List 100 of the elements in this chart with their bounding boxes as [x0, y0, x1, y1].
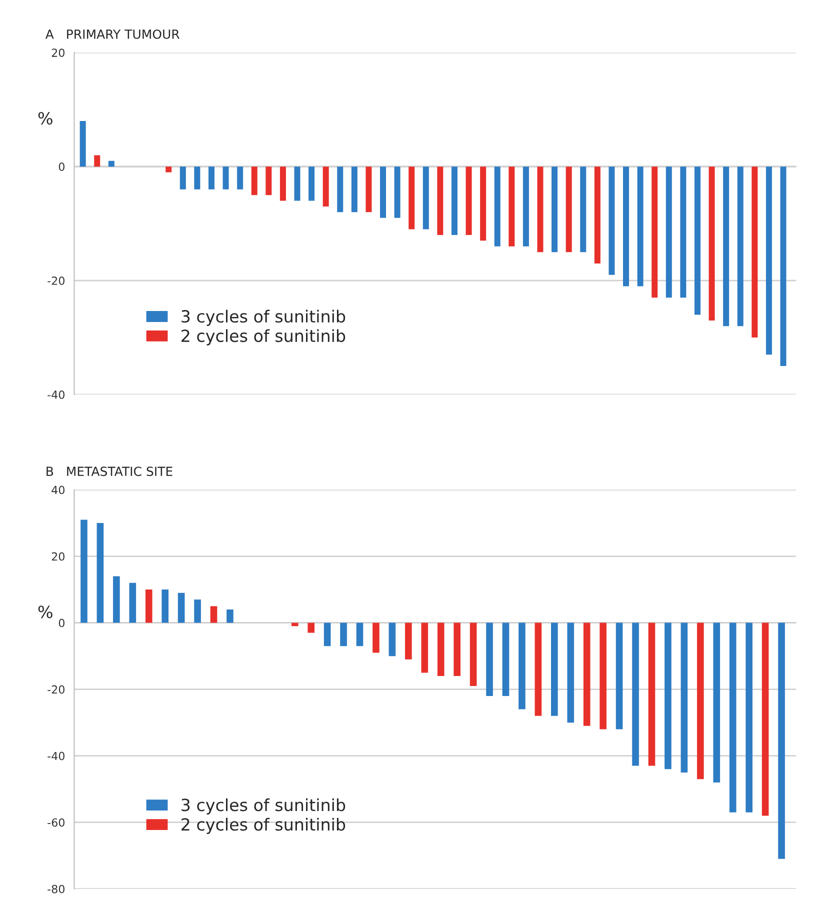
bar [166, 166, 172, 172]
legend-label: 2 cycles of sunitinib [182, 329, 346, 346]
bar [388, 622, 396, 656]
y-tick-label: -40 [48, 752, 64, 760]
bar [226, 610, 234, 623]
bar [337, 166, 344, 212]
bar [680, 622, 688, 772]
bar [746, 622, 752, 812]
bar [437, 166, 444, 235]
bar [466, 166, 472, 235]
bar [280, 166, 286, 201]
bar [648, 622, 656, 766]
y-tick-label: -20 [48, 685, 64, 694]
bar [713, 622, 720, 782]
legend-label: 3 cycles of sunitinib [182, 798, 346, 814]
bar [80, 120, 86, 167]
bar [723, 166, 730, 326]
bar [518, 622, 526, 710]
bar [608, 166, 615, 275]
bar [421, 622, 428, 673]
bar [351, 166, 358, 212]
bar [422, 166, 429, 230]
bar [508, 166, 515, 246]
bar [113, 576, 120, 623]
bar [697, 622, 704, 780]
y-tick-label: -80 [48, 884, 64, 894]
bar [632, 622, 639, 766]
bar [780, 166, 786, 366]
bar [408, 166, 415, 230]
bar [324, 622, 331, 646]
y-tick-label: 0 [58, 618, 64, 628]
bar [129, 582, 136, 623]
bar [405, 622, 412, 660]
bar [762, 622, 769, 816]
bar [162, 590, 168, 623]
bar [266, 166, 272, 196]
bar [616, 622, 623, 730]
bar [694, 166, 700, 315]
bar [594, 166, 600, 264]
bar [664, 622, 672, 770]
bar [145, 590, 152, 623]
y-tick-label: 20 [52, 552, 64, 561]
bar [308, 622, 314, 633]
bar [522, 166, 529, 246]
y-axis-title: % [38, 606, 52, 618]
y-tick-label: -40 [48, 390, 64, 399]
bar [652, 166, 658, 298]
bar [708, 166, 715, 320]
bar [494, 166, 500, 246]
bar [437, 622, 444, 676]
bar [294, 166, 300, 201]
y-tick-label: 20 [52, 48, 64, 57]
bar [194, 600, 201, 623]
bar [291, 622, 298, 626]
bar [551, 622, 558, 716]
bar [502, 622, 510, 696]
bar [680, 166, 686, 298]
bar [194, 166, 200, 190]
bar [94, 155, 100, 167]
y-tick-label: 0 [58, 162, 64, 171]
bar [322, 166, 329, 206]
bar [623, 166, 630, 286]
bar [766, 166, 772, 355]
bar [600, 622, 606, 730]
y-tick-label: -20 [48, 276, 64, 285]
bar [80, 520, 88, 623]
bar [454, 622, 460, 676]
bar [394, 166, 400, 218]
y-axis-title: % [38, 112, 52, 125]
bar [537, 166, 544, 252]
bar [251, 166, 258, 196]
bar [108, 160, 114, 167]
bar [366, 166, 372, 212]
bar [486, 622, 493, 696]
bar [552, 166, 558, 252]
bar [96, 523, 104, 623]
bar [583, 622, 590, 726]
bar [752, 166, 758, 338]
bar [372, 622, 380, 653]
bar [729, 622, 736, 812]
bar [210, 606, 218, 623]
bar [580, 166, 586, 252]
bar [737, 166, 744, 326]
legend-label: 3 cycles of sunitinib [182, 310, 346, 326]
bar [180, 166, 186, 190]
bar [637, 166, 644, 286]
bar [222, 166, 229, 190]
bar [666, 166, 672, 298]
legend-label: 2 cycles of sunitinib [182, 818, 346, 834]
y-tick-label: 40 [52, 486, 64, 494]
bar [178, 592, 185, 623]
bar [534, 622, 542, 716]
bar [237, 166, 244, 190]
bar [356, 622, 364, 646]
bar [567, 622, 574, 723]
bar [778, 622, 785, 859]
bar [470, 622, 477, 686]
bar [380, 166, 386, 218]
bar [208, 166, 214, 190]
bar [480, 166, 486, 241]
